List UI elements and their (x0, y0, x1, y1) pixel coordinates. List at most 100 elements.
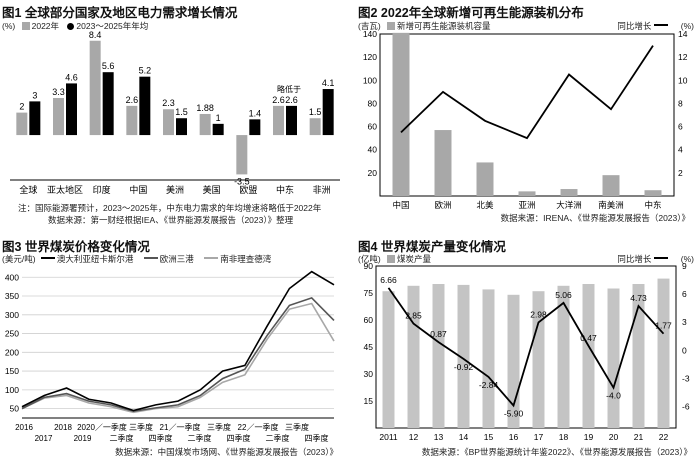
chart3-x-tick-label: 2018 (54, 423, 72, 432)
chart4-growth-line (387, 287, 665, 408)
chart1-data-label: 2 (19, 102, 24, 112)
chart4-legend-swatch-bar (387, 255, 396, 263)
chart1-bar-2022 (53, 98, 64, 136)
chart1-panel: 图1 全球部分国家及地区电力需求增长情况 (%) 2022年 2023～2025… (2, 2, 344, 226)
chart1-bar-avg (139, 76, 151, 136)
chart4-x-tick-label: 12 (409, 432, 419, 442)
chart4-right-unit: (%) (680, 254, 694, 264)
chart2-bar (392, 32, 410, 196)
chart1-legend: (%) 2022年 2023～2025年年均 (2, 20, 148, 32)
chart2-right-tick-label: 14 (678, 30, 688, 39)
chart1-data-label: 1.4 (249, 108, 262, 118)
chart2-right-tick-label: 10 (678, 75, 688, 85)
chart1-bar-2022 (89, 40, 101, 136)
chart2-legend-line-swatch (654, 24, 669, 26)
chart4-right-tick-label: -3 (682, 373, 690, 383)
chart1-x-tick-label: 美国 (203, 184, 221, 195)
chart4-data-label: 2.85 (405, 311, 422, 321)
chart3-legend-aus: 澳大利亚纽卡斯尔港 (56, 254, 134, 264)
chart2-bar (644, 190, 662, 196)
chart2-bar (476, 162, 494, 196)
chart4-x-tick-label: 21 (634, 432, 644, 442)
chart1-bar-2022 (126, 105, 138, 136)
chart4-bar (657, 278, 670, 428)
chart2-left-tick-label: 100 (363, 75, 377, 85)
chart1-x-tick-label: 亚太地区 (47, 184, 83, 195)
chart1-data-label: 1 (216, 113, 221, 123)
chart1-data-label: 4.1 (322, 78, 335, 88)
chart2-legend-right: 同比增长 (%) (617, 20, 694, 32)
chart1-data-label: 2.6 (126, 95, 139, 105)
chart4-left-tick-label: 45 (364, 342, 374, 352)
chart2-title: 图2 2022年全球新增可再生能源装机分布 (358, 6, 584, 20)
chart3-x-tick-label: 2016 (15, 423, 33, 432)
chart2-left-tick-label: 20 (368, 168, 378, 178)
chart3-legend-sa: 南非理查德湾 (220, 254, 272, 264)
chart4-bar (382, 291, 395, 428)
chart1-data-label: 1.5 (175, 107, 188, 117)
chart3-y-tick-label: 400 (5, 272, 19, 282)
chart2-left-tick-label: 80 (368, 98, 378, 108)
chart4-data-label: 0.47 (580, 333, 597, 343)
chart3-title: 图3 世界煤炭价格变化情况 (2, 240, 150, 254)
chart3-x-tick-label: 四季度 (149, 433, 173, 443)
chart4-bar (407, 285, 420, 428)
chart3-y-tick-label: 100 (5, 385, 19, 395)
chart4-bar (457, 284, 470, 428)
chart4-legend-line: 同比增长 (617, 254, 652, 264)
chart4-x-tick-label: 17 (534, 432, 544, 442)
chart4-right-tick-label: 6 (682, 289, 687, 299)
chart4-right-tick-label: 3 (682, 317, 687, 327)
chart4-x-tick-label: 14 (459, 432, 469, 442)
chart2-frame (379, 33, 675, 197)
chart2-left-tick-label: 120 (363, 52, 377, 62)
chart2-x-tick-label: 中国 (392, 200, 409, 210)
chart1-bar-avg (286, 105, 297, 136)
chart2-growth-line (400, 45, 654, 140)
chart1-bar-2022 (273, 105, 284, 136)
chart1-x-tick-label: 欧盟 (239, 184, 257, 195)
chart1-bar-2022 (16, 112, 28, 136)
chart2-right-unit: (%) (680, 21, 694, 31)
chart2-left-tick-label: 40 (368, 145, 378, 155)
chart1-x-tick-label: 全球 (19, 184, 37, 195)
chart1-x-tick-label: 印度 (93, 184, 111, 195)
chart4-legend-bar: 煤炭产量 (397, 254, 432, 264)
chart3-x-tick-label: 四季度 (305, 433, 329, 443)
chart3-y-tick-label: 250 (5, 329, 19, 339)
chart1-data-label: 5.6 (102, 61, 115, 71)
chart3-x-tick-label: 21／一季度 (160, 422, 201, 432)
chart3-x-tick-label: 二季度 (188, 433, 212, 443)
chart1-note: 注：国际能源署预计，2023～2025年，中东电力需求的年均增速将略低于2022… (18, 203, 322, 213)
chart3-x-tick-label: 三季度 (207, 422, 231, 432)
chart3-legend-eu: 欧洲三港 (159, 254, 194, 264)
chart4-left-unit: (亿吨) (358, 254, 381, 264)
chart1-data-label: 2.3 (162, 98, 175, 108)
chart3-y-tick-label: 50 (10, 404, 20, 414)
chart1-data-label: 3.3 (52, 87, 65, 97)
chart1-bar-2022 (199, 113, 211, 136)
chart3-line-southafrica (21, 302, 335, 414)
chart2-right-tick-label: 8 (678, 98, 683, 108)
chart4-bar (432, 284, 445, 428)
chart4-frame (375, 265, 677, 429)
chart4-right-tick-label: 9 (682, 262, 687, 271)
chart3-plot: 501001502002503003504002016 2018 2020／一季度三… (5, 270, 335, 443)
chart4-data-label: -4.0 (606, 391, 621, 401)
chart1-x-tick-label: 中国 (129, 184, 147, 195)
chart2-x-tick-label: 中东 (644, 200, 661, 210)
chart4-right-tick-label: -6 (682, 401, 690, 411)
chart1-source: 数据来源：第一财经根据IEA、《世界能源发展报告（2023）》整理 (48, 215, 294, 225)
chart3-x-tick-label: 二季度 (266, 433, 290, 443)
chart4-data-label: 1.77 (655, 321, 672, 331)
chart2-bar (560, 189, 578, 196)
chart1-bar-avg (212, 123, 224, 136)
chart3-y-tick-label: 200 (5, 347, 19, 357)
chart4-left-tick-label: 15 (364, 396, 374, 406)
chart1-legend-2022: 2022年 (31, 21, 60, 31)
chart3-y-tick-label: 150 (5, 366, 19, 376)
chart4-x-tick-label: 15 (484, 432, 494, 442)
chart2-x-tick-label: 亚洲 (518, 200, 535, 210)
chart1-legend-swatch-avg (67, 23, 75, 30)
chart4-left-tick-label: 90 (364, 262, 374, 271)
